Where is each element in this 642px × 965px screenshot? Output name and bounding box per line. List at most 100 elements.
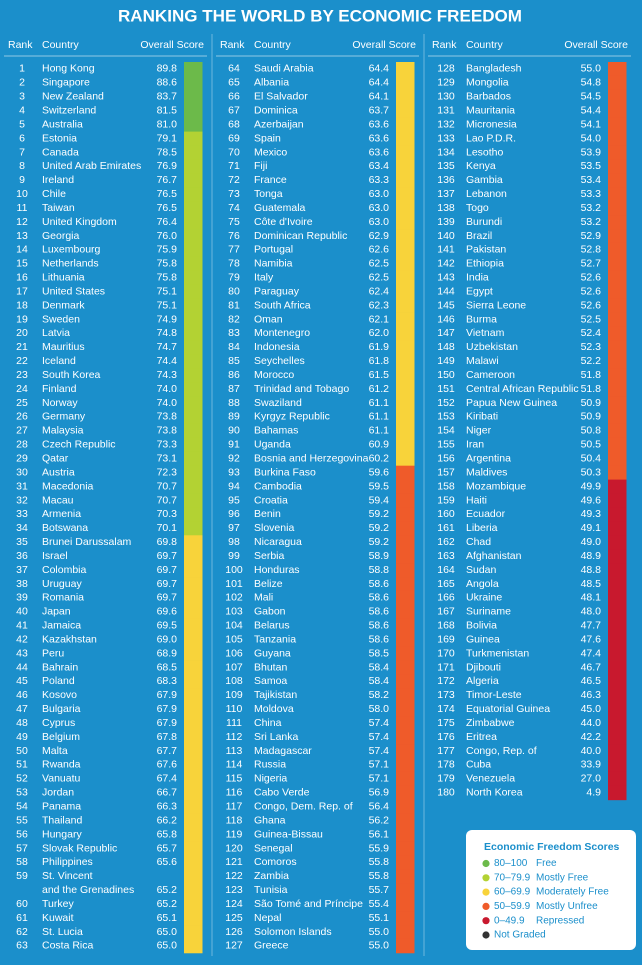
score: 58.8 <box>369 564 390 576</box>
country: Burma <box>466 313 497 325</box>
score-band <box>184 145 203 160</box>
rank: 59 <box>16 870 28 882</box>
country: Timor-Leste <box>466 689 522 701</box>
country: Malawi <box>466 355 499 367</box>
country: Benin <box>254 508 281 520</box>
score-band <box>184 215 203 230</box>
score-band <box>396 312 415 327</box>
score: 62.4 <box>369 285 390 297</box>
score-band <box>184 103 203 119</box>
country: St. Lucia <box>42 926 83 938</box>
score: 65.2 <box>157 898 178 910</box>
score: 52.9 <box>581 230 602 242</box>
country: Macau <box>42 494 74 506</box>
country: Paraguay <box>254 285 300 297</box>
score: 74.3 <box>157 369 178 381</box>
score: 62.5 <box>369 272 390 284</box>
score: 56.1 <box>369 828 390 840</box>
legend-range: 70–79.9 <box>494 872 531 883</box>
country: Algeria <box>466 675 499 687</box>
score-band <box>396 493 415 508</box>
rank: 54 <box>16 801 28 813</box>
rank: 159 <box>437 494 455 506</box>
score-band <box>184 131 203 146</box>
country: Nigeria <box>254 773 287 785</box>
score: 52.6 <box>581 285 602 297</box>
score: 69.6 <box>157 606 178 618</box>
score: 44.0 <box>581 717 602 729</box>
country: Russia <box>254 759 286 771</box>
legend-label: Repressed <box>536 915 584 926</box>
country: Cuba <box>466 759 491 771</box>
score-band <box>396 813 415 828</box>
score-band <box>184 925 203 940</box>
score-band <box>396 62 415 77</box>
score: 76.9 <box>157 160 178 172</box>
rank: 73 <box>228 188 240 200</box>
legend-box <box>466 830 636 950</box>
rank: 152 <box>437 397 455 409</box>
country: Mexico <box>254 146 287 158</box>
rank: 129 <box>437 77 455 89</box>
score: 58.5 <box>369 647 390 659</box>
score-band <box>396 604 415 620</box>
country: Rwanda <box>42 759 81 771</box>
rank: 127 <box>225 940 243 952</box>
rank: 77 <box>228 244 240 256</box>
score: 63.3 <box>369 174 390 186</box>
country: Israel <box>42 550 68 562</box>
score-band <box>184 521 203 536</box>
score-band <box>184 298 203 313</box>
score-band <box>396 716 415 731</box>
country: Sierra Leone <box>466 299 526 311</box>
rank: 36 <box>16 550 28 562</box>
country: Swaziland <box>254 397 302 409</box>
country: Slovak Republic <box>42 842 117 854</box>
score-band <box>184 730 203 745</box>
score-band <box>396 799 415 815</box>
score-band <box>396 451 415 467</box>
country: Chile <box>42 188 66 200</box>
score-band <box>396 159 415 174</box>
rank: 34 <box>16 522 28 534</box>
score-band <box>396 563 415 578</box>
rank: 29 <box>16 453 28 465</box>
rank: 9 <box>19 174 25 186</box>
score: 55.4 <box>369 898 390 910</box>
score: 74.7 <box>157 341 178 353</box>
score: 65.2 <box>157 884 178 896</box>
country: Austria <box>42 466 75 478</box>
score: 46.3 <box>581 689 602 701</box>
score: 51.8 <box>581 383 602 395</box>
score: 74.9 <box>157 313 178 325</box>
score: 57.4 <box>369 717 390 729</box>
rank: 168 <box>437 620 455 632</box>
country: Sweden <box>42 313 80 325</box>
country: Turkmenistan <box>466 647 529 659</box>
country: Fiji <box>254 160 267 172</box>
rank: 97 <box>228 522 240 534</box>
score-band <box>608 507 627 522</box>
score-band <box>608 117 627 132</box>
score-band <box>608 702 627 717</box>
score: 52.3 <box>581 341 602 353</box>
score-band <box>396 535 415 550</box>
rank: 81 <box>228 299 240 311</box>
score: 49.0 <box>581 536 602 548</box>
country: Iran <box>466 439 484 451</box>
score: 52.7 <box>581 258 602 270</box>
country: United States <box>42 285 105 297</box>
score: 49.6 <box>581 494 602 506</box>
country: Ukraine <box>466 592 502 604</box>
rank: 139 <box>437 216 455 228</box>
country: Turkey <box>42 898 74 910</box>
country: Kuwait <box>42 912 74 924</box>
score-band <box>608 771 627 787</box>
score: 47.6 <box>581 633 602 645</box>
score-band <box>184 284 203 300</box>
rank: 128 <box>437 63 455 75</box>
score: 65.0 <box>157 926 178 938</box>
country: Sri Lanka <box>254 731 299 743</box>
country: Dominica <box>254 105 298 117</box>
score: 72.3 <box>157 466 178 478</box>
